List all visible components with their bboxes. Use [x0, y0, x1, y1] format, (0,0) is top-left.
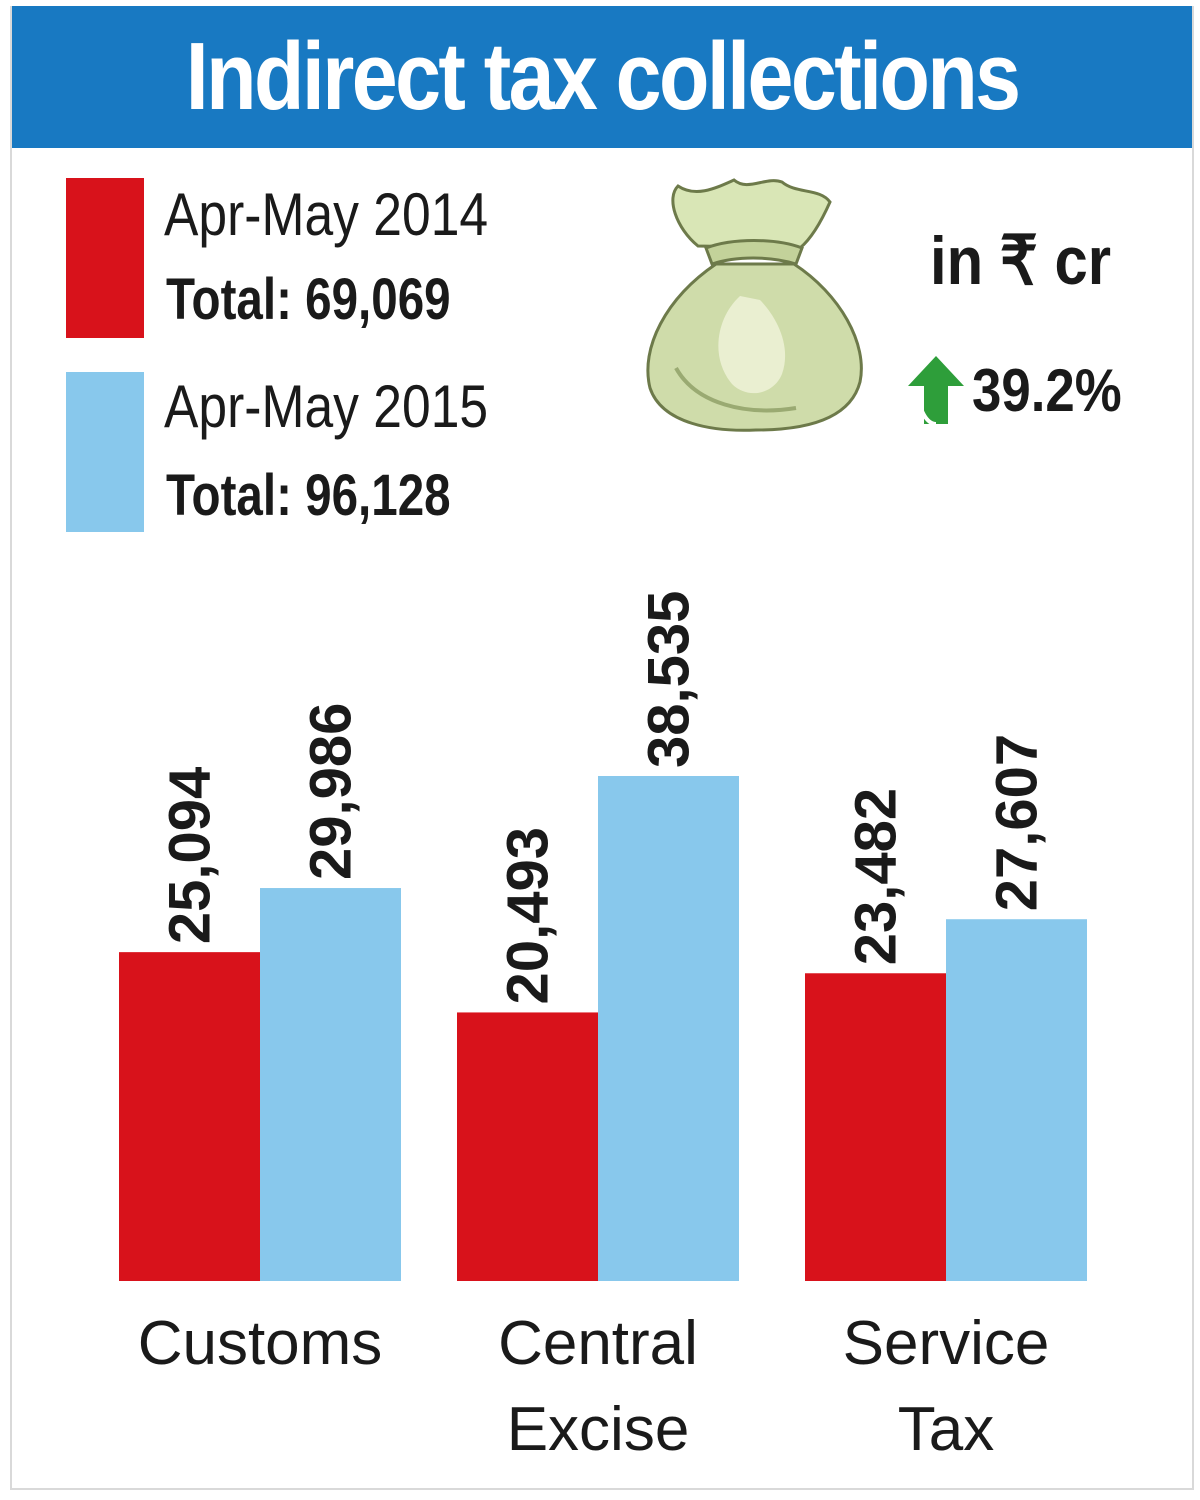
legend-total-2014: Total: 69,069: [166, 267, 451, 332]
legend-swatch-2015: [66, 372, 144, 532]
up-arrow-icon: [908, 356, 964, 426]
legend-swatch-2014: [66, 178, 144, 338]
unit-label: in ₹ cr: [930, 223, 1112, 299]
money-bag-icon: [646, 178, 863, 432]
legend-label-2015: Apr-May 2015: [164, 373, 489, 440]
chart-title: Indirect tax collections: [185, 23, 1021, 130]
legend-label-2014: Apr-May 2014: [164, 181, 489, 248]
title-bar: Indirect tax collections: [12, 6, 1192, 148]
growth-value: 39.2%: [972, 356, 1122, 424]
legend-total-2015: Total: 96,128: [166, 463, 451, 528]
growth-indicator: 39.2%: [904, 352, 1142, 428]
